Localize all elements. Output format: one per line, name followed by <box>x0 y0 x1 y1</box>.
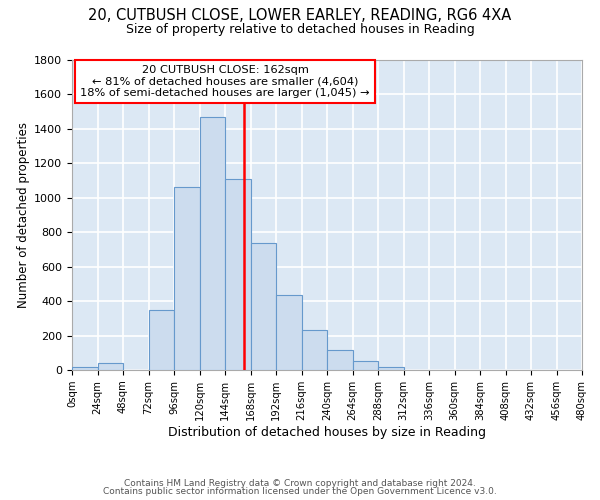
Text: Size of property relative to detached houses in Reading: Size of property relative to detached ho… <box>125 22 475 36</box>
Bar <box>72 368 97 370</box>
Bar <box>276 295 302 370</box>
Bar <box>149 310 174 370</box>
Bar <box>327 350 353 370</box>
Bar <box>97 363 123 370</box>
Text: 20, CUTBUSH CLOSE, LOWER EARLEY, READING, RG6 4XA: 20, CUTBUSH CLOSE, LOWER EARLEY, READING… <box>88 8 512 22</box>
Bar <box>174 188 199 370</box>
Bar <box>302 330 327 370</box>
Bar <box>199 117 225 370</box>
Text: 20 CUTBUSH CLOSE: 162sqm
← 81% of detached houses are smaller (4,604)
18% of sem: 20 CUTBUSH CLOSE: 162sqm ← 81% of detach… <box>80 64 370 98</box>
Bar <box>353 360 378 370</box>
Bar <box>378 366 404 370</box>
Bar <box>225 179 251 370</box>
Y-axis label: Number of detached properties: Number of detached properties <box>17 122 30 308</box>
X-axis label: Distribution of detached houses by size in Reading: Distribution of detached houses by size … <box>168 426 486 438</box>
Text: Contains HM Land Registry data © Crown copyright and database right 2024.: Contains HM Land Registry data © Crown c… <box>124 478 476 488</box>
Text: Contains public sector information licensed under the Open Government Licence v3: Contains public sector information licen… <box>103 487 497 496</box>
Bar <box>251 242 276 370</box>
